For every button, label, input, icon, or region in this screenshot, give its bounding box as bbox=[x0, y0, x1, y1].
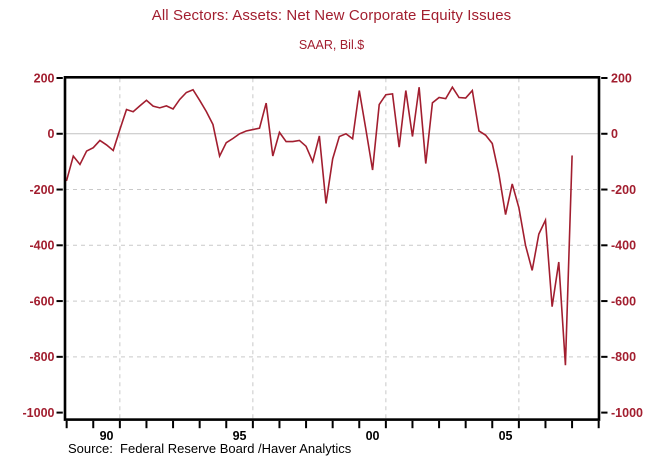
y-tick-label-left: 0 bbox=[48, 127, 55, 141]
y-tick-label-right: 200 bbox=[611, 71, 632, 85]
y-axis: 200 200 0 0 -200 -200 -400 -400 -600 -600 -800 -800… bbox=[23, 71, 644, 420]
source-note: Source: Federal Reserve Board /Haver Ana… bbox=[68, 441, 352, 456]
y-tick-label-right: -200 bbox=[611, 183, 636, 197]
y-tick-label-right: -1000 bbox=[611, 406, 643, 420]
x-tick-label: 00 bbox=[366, 429, 380, 443]
y-tick-label-left: -600 bbox=[29, 294, 54, 308]
x-tick-label: 05 bbox=[499, 429, 513, 443]
chart-title: All Sectors: Assets: Net New Corporate E… bbox=[151, 7, 512, 24]
gridlines bbox=[65, 78, 599, 419]
series-line bbox=[65, 85, 573, 366]
y-tick-label-left: -800 bbox=[29, 350, 54, 364]
y-tick-label-right: -400 bbox=[611, 239, 636, 253]
y-tick-label-left: -1000 bbox=[23, 406, 55, 420]
chart-subtitle: SAAR, Bil.$ bbox=[298, 38, 365, 52]
x-tick-label: 90 bbox=[100, 429, 114, 443]
y-tick-label-left: -400 bbox=[29, 239, 54, 253]
y-tick-label-left: -200 bbox=[29, 183, 54, 197]
y-tick-label-right: 0 bbox=[611, 127, 618, 141]
plot-frame bbox=[63, 76, 601, 421]
y-tick-label-right: -800 bbox=[611, 350, 636, 364]
y-tick-label-right: -600 bbox=[611, 294, 636, 308]
y-tick-label-left: 200 bbox=[34, 71, 55, 85]
x-axis: 90 95 00 05 bbox=[65, 420, 600, 443]
x-tick-label: 95 bbox=[233, 429, 247, 443]
